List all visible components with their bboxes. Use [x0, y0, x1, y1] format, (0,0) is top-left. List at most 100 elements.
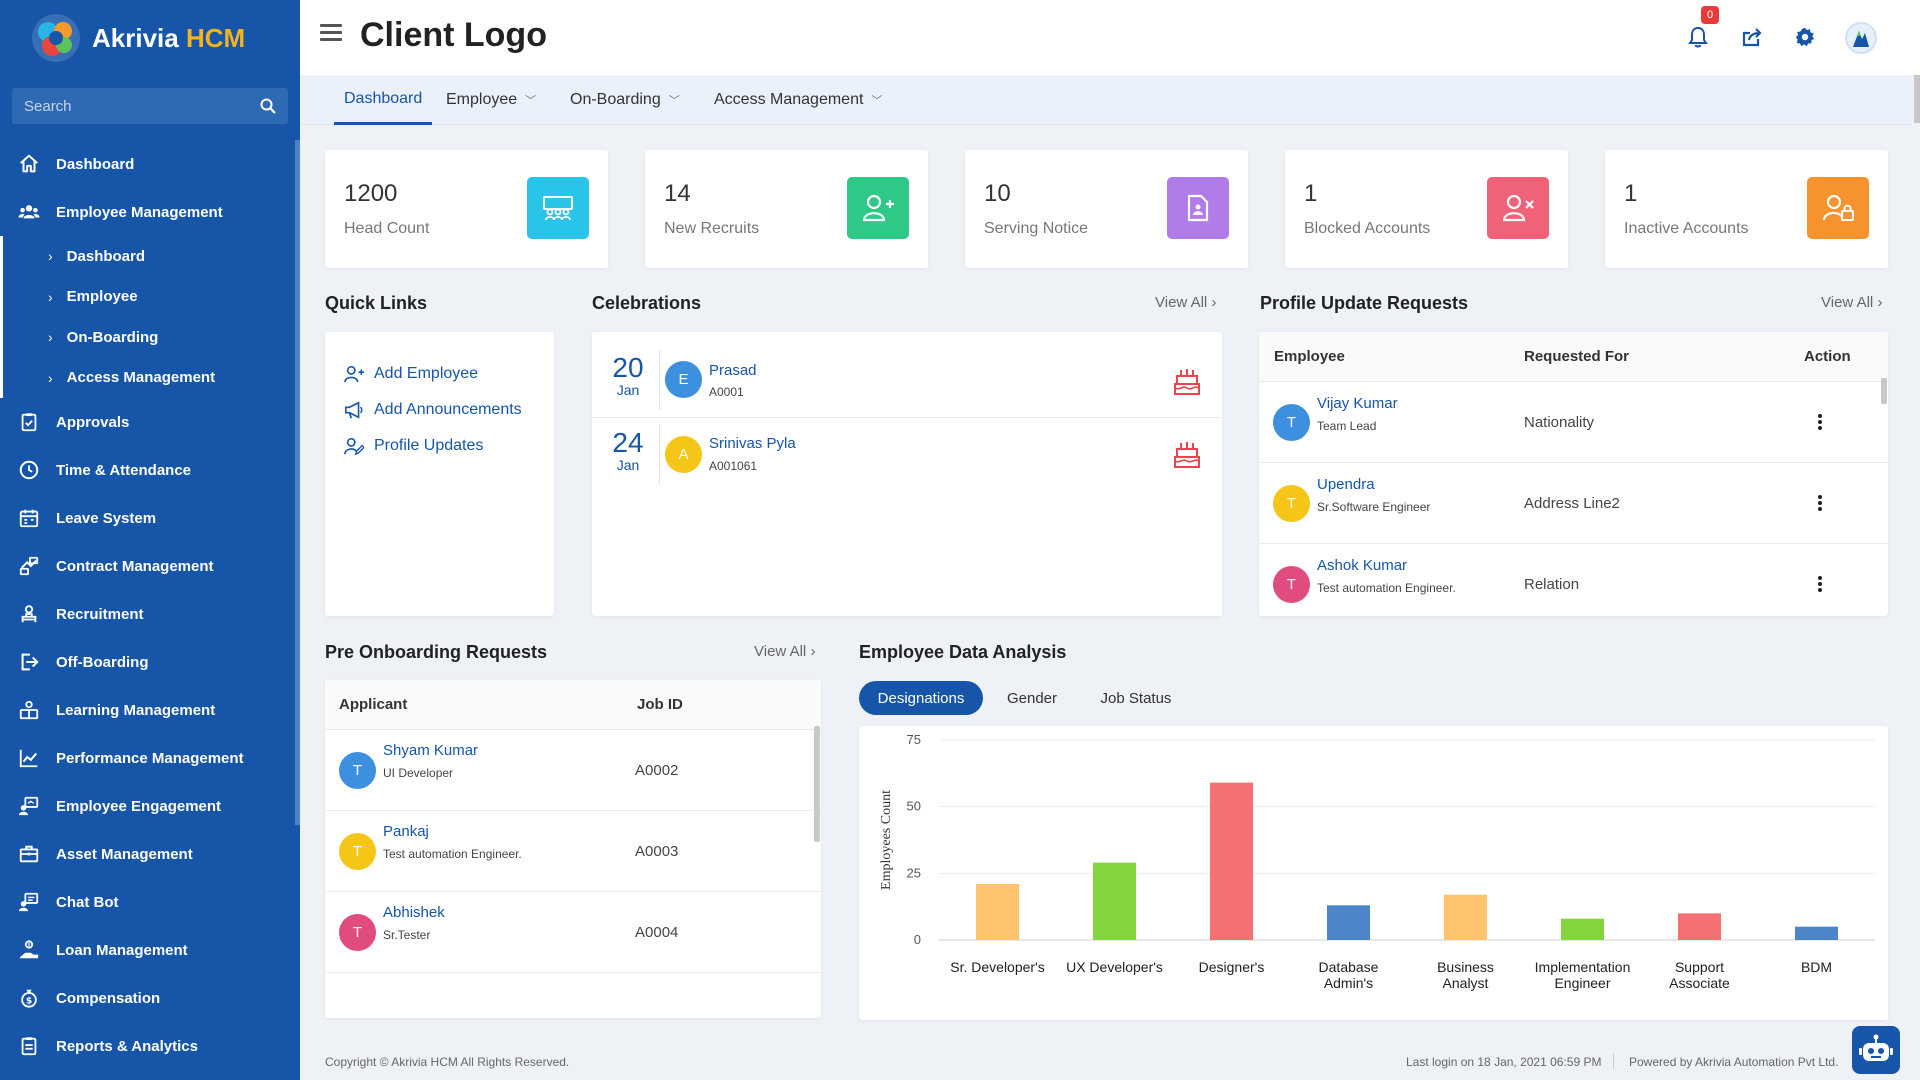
sidebar-item-compensation[interactable]: $ Compensation	[0, 974, 300, 1022]
stat-card-new-recruits[interactable]: 14 New Recruits	[645, 150, 928, 268]
user-lock-icon	[1807, 177, 1869, 239]
x-tick-label: Analyst	[1443, 975, 1489, 991]
sidebar-subitem-dashboard[interactable]: › Dashboard	[48, 247, 146, 265]
sidebar-item-employee-engagement[interactable]: Employee Engagement	[0, 782, 300, 830]
x-tick-label: Designer's	[1199, 959, 1265, 975]
quick-link-profile-updates[interactable]: Profile Updates	[344, 436, 483, 456]
applicant-role: UI Developer	[383, 766, 454, 780]
sidebar-item-asset-management[interactable]: Asset Management	[0, 830, 300, 878]
sidebar-item-loan-management[interactable]: Loan Management	[0, 926, 300, 974]
sidebar-item-employee-management[interactable]: Employee Management	[0, 188, 300, 236]
stat-value: 10	[984, 180, 1011, 207]
sidebar-item-leave-system[interactable]: Leave System	[0, 494, 300, 542]
sidebar-item-time-attendance[interactable]: Time & Attendance	[0, 446, 300, 494]
tab-on-boarding[interactable]: On-Boarding ﹀	[570, 91, 680, 108]
table-row: T Upendra Sr.Software Engineer Address L…	[1259, 463, 1888, 544]
stat-label: Blocked Accounts	[1304, 220, 1431, 237]
search-icon[interactable]	[260, 98, 276, 114]
sidebar-item-label: Chat Bot	[56, 893, 119, 911]
sidebar-item-contract-management[interactable]: Contract Management	[0, 542, 300, 590]
sidebar-subitem-on-boarding[interactable]: › On-Boarding	[48, 328, 159, 346]
celebration-row: 20 Jan E Prasad A0001	[592, 344, 1224, 418]
celebration-employee-id: A001061	[709, 459, 758, 473]
stat-value: 1	[1624, 180, 1638, 207]
x-tick-label: UX Developer's	[1066, 959, 1163, 975]
row-actions-menu-icon[interactable]	[1812, 493, 1828, 513]
quick-link-add-announcements[interactable]: Add Announcements	[344, 400, 522, 420]
sidebar-item-recruitment[interactable]: Recruitment	[0, 590, 300, 638]
table-row: T Ashok Kumar Test automation Engineer. …	[1259, 544, 1888, 616]
sidebar-item-approvals[interactable]: Approvals	[0, 398, 300, 446]
x-tick-label: Implementation	[1535, 959, 1631, 975]
tab-employee[interactable]: Employee ﹀	[446, 91, 537, 108]
sidebar-subitem-employee[interactable]: › Employee	[48, 288, 138, 306]
page-scrollbar[interactable]	[1914, 75, 1920, 123]
sidebar-item-learning-management[interactable]: Learning Management	[0, 686, 300, 734]
chat-bot-button[interactable]	[1852, 1026, 1900, 1074]
stat-value: 1200	[344, 180, 398, 207]
y-tick-label: 50	[907, 799, 921, 814]
sidebar-item-reports-analytics[interactable]: Reports & Analytics	[0, 1022, 300, 1070]
brand-logo[interactable]: Akrivia HCM	[30, 12, 245, 64]
celebrations-view-all-link[interactable]: View All ›	[1155, 294, 1217, 311]
chart-line-icon	[19, 749, 38, 768]
sidebar-scrollbar[interactable]	[295, 140, 300, 825]
share-button[interactable]	[1737, 22, 1767, 52]
y-tick-label: 75	[907, 732, 921, 747]
row-actions-menu-icon[interactable]	[1812, 574, 1828, 594]
celebrations-card: 20 Jan E Prasad A0001 24 Jan A Srinivas Py…	[592, 332, 1224, 616]
table-scrollbar[interactable]	[1881, 378, 1887, 404]
top-header: Client Logo 0	[300, 0, 1920, 75]
celebration-name[interactable]: Prasad	[709, 362, 757, 379]
sidebar-item-label: Off-Boarding	[56, 653, 149, 671]
sidebar-item-label: Learning Management	[56, 701, 216, 719]
stat-card-blocked-accounts[interactable]: 1 Blocked Accounts	[1285, 150, 1568, 268]
akrivia-logo-icon	[30, 12, 82, 64]
reports-icon	[21, 1037, 37, 1056]
sidebar-item-label: Contract Management	[56, 557, 214, 575]
tab-designations[interactable]: Designations	[859, 681, 983, 715]
applicant-name[interactable]: Pankaj	[383, 823, 429, 840]
quick-link-add-employee[interactable]: Add Employee	[344, 364, 478, 384]
celebration-name[interactable]: Srinivas Pyla	[709, 435, 796, 452]
profile-updates-view-all-link[interactable]: View All ›	[1821, 294, 1883, 311]
sidebar-item-label: Leave System	[56, 509, 157, 527]
chart-bar	[1678, 913, 1721, 940]
tab-gender[interactable]: Gender	[1006, 689, 1058, 707]
table-scrollbar[interactable]	[814, 726, 820, 842]
employee-name[interactable]: Upendra	[1317, 476, 1375, 493]
chevron-right-icon: ›	[48, 369, 53, 386]
sidebar-item-label: Recruitment	[56, 605, 144, 623]
sidebar-search	[12, 88, 288, 124]
stat-card-head-count[interactable]: 1200 Head Count	[325, 150, 608, 268]
settings-button[interactable]	[1790, 22, 1820, 52]
employee-name[interactable]: Vijay Kumar	[1317, 395, 1398, 412]
row-actions-menu-icon[interactable]	[1812, 412, 1828, 432]
sidebar-item-dashboard[interactable]: Dashboard	[0, 140, 300, 188]
tab-dashboard[interactable]: Dashboard	[334, 75, 433, 125]
table-header: Applicant Job ID	[325, 680, 821, 730]
employee-name[interactable]: Ashok Kumar	[1317, 557, 1408, 574]
tab-access-management[interactable]: Access Management ﹀	[714, 91, 883, 108]
sidebar-item-chat-bot[interactable]: Chat Bot	[0, 878, 300, 926]
requested-for: Address Line2	[1524, 495, 1620, 512]
applicant-name[interactable]: Abhishek	[383, 904, 445, 921]
x-tick-label: Sr. Developer's	[950, 959, 1045, 975]
applicant-name[interactable]: Shyam Kumar	[383, 742, 479, 759]
stat-card-serving-notice[interactable]: 10 Serving Notice	[965, 150, 1248, 268]
requested-for: Relation	[1524, 576, 1580, 593]
user-avatar[interactable]	[1845, 22, 1877, 54]
sidebar-item-label: Loan Management	[56, 941, 188, 959]
hamburger-menu-icon[interactable]	[320, 24, 342, 42]
tab-job-status[interactable]: Job Status	[1100, 689, 1172, 707]
search-input[interactable]	[24, 97, 260, 115]
sidebar-item-off-boarding[interactable]: Off-Boarding	[0, 638, 300, 686]
page-title: Client Logo	[360, 16, 547, 54]
stat-card-inactive-accounts[interactable]: 1 Inactive Accounts	[1605, 150, 1888, 268]
sidebar-subitem-access-management[interactable]: › Access Management	[48, 369, 216, 387]
chart-bar	[1210, 782, 1253, 940]
notifications-button[interactable]: 0	[1683, 6, 1719, 52]
chart-bar	[1327, 905, 1370, 940]
sidebar-item-performance-management[interactable]: Performance Management	[0, 734, 300, 782]
pre-onboarding-view-all-link[interactable]: View All ›	[754, 643, 816, 660]
